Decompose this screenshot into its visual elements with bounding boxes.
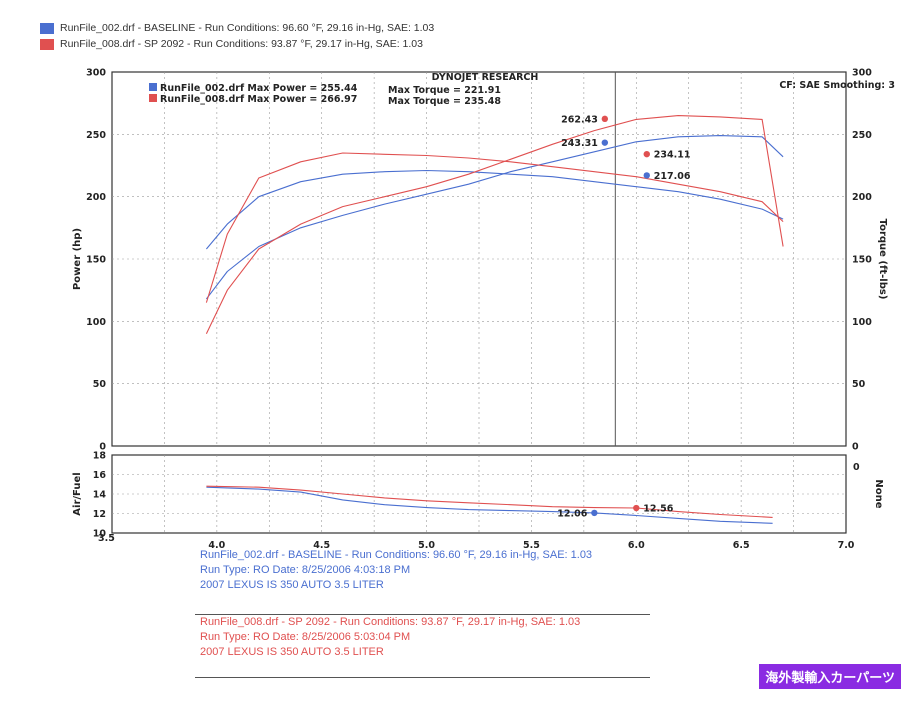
y-tick-label: 250 [86, 130, 106, 141]
legend-text: RunFile_002.drf - BASELINE - Run Conditi… [60, 22, 435, 34]
y2-tick-label: 100 [852, 317, 872, 328]
divider-rule [195, 614, 650, 615]
y2-tick-label: 0 [852, 442, 859, 453]
x-tick-label: 3.5 [98, 533, 115, 544]
x-tick-label: 4.5 [313, 540, 330, 551]
y2-axis-label: None [873, 479, 884, 508]
run-info-line: 2007 LEXUS IS 350 AUTO 3.5 LITER [200, 646, 384, 658]
data-point-label: 262.43 [561, 114, 598, 125]
data-point-marker [643, 172, 650, 179]
x-tick-label: 6.0 [628, 540, 645, 551]
y-tick-label: 300 [86, 68, 106, 79]
y-tick-label: 14 [93, 490, 107, 501]
x-tick-label: 5.5 [523, 540, 540, 551]
x-tick-label: 5.0 [418, 540, 435, 551]
x-tick-label: 7.0 [838, 540, 855, 551]
power-torque-panel: 0 50 100 150 200 250 300 0 50 100 150 200 250 300 Powe… [72, 68, 895, 474]
y-tick-label: 16 [93, 470, 107, 481]
data-point-label: 243.31 [561, 138, 598, 149]
data-point-marker [643, 150, 650, 158]
y-tick-label: 10 [93, 529, 107, 540]
run-info-line: RunFile_008.drf - SP 2092 - Run Conditio… [200, 616, 581, 628]
legend-swatch-blue [40, 22, 54, 34]
y2-tick-label: 200 [852, 192, 872, 203]
legend-text: RunFile_008.drf - SP 2092 - Run Conditio… [60, 38, 423, 50]
summary-torque: Max Torque = 235.48 [388, 96, 501, 107]
summary-power: RunFile_002.drf Max Power = 255.44 [160, 83, 358, 94]
legend-item-baseline: RunFile_002.drf - BASELINE - Run Conditi… [40, 20, 434, 36]
data-point-marker [591, 509, 598, 517]
summary-power: RunFile_008.drf Max Power = 266.97 [160, 94, 357, 105]
shop-badge: 海外製輸入カーパーツ [759, 664, 901, 689]
data-point-marker [633, 504, 640, 512]
y-tick-label: 12 [93, 509, 106, 520]
data-point-marker [601, 139, 609, 146]
air-fuel-panel: 10 12 14 16 18 Air/Fuel None 12.06 12.56 3.5 4.0 4.… [72, 451, 884, 552]
run-info-line: 2007 LEXUS IS 350 AUTO 3.5 LITER [200, 579, 384, 591]
y2-tick-label: 150 [852, 255, 872, 266]
summary-swatch [149, 83, 157, 91]
data-point-label: 234.11 [654, 150, 691, 161]
y2-zero-label: 0 [853, 462, 860, 473]
run-info-baseline: RunFile_002.drf - BASELINE - Run Conditi… [200, 548, 592, 593]
data-point-label: 12.06 [557, 508, 587, 519]
y-tick-label: 50 [93, 379, 107, 390]
legend-item-sp2092: RunFile_008.drf - SP 2092 - Run Conditio… [40, 36, 434, 52]
series-line-torque [205, 169, 784, 250]
run-info-sp2092: RunFile_008.drf - SP 2092 - Run Conditio… [200, 615, 592, 660]
run-info-line: Run Type: RO Date: 8/25/2006 4:03:18 PM [200, 564, 411, 576]
series-line-torque [205, 152, 784, 303]
y2-axis-label: Torque (ft-lbs) [877, 219, 888, 300]
run-info-line: Run Type: RO Date: 8/25/2006 5:03:04 PM [200, 631, 411, 643]
y2-tick-label: 250 [852, 130, 872, 141]
x-tick-label: 6.5 [733, 540, 750, 551]
series-line-afr [206, 485, 773, 518]
top-legend: RunFile_002.drf - BASELINE - Run Conditi… [40, 20, 434, 52]
run-info-line: RunFile_002.drf - BASELINE - Run Conditi… [200, 549, 593, 561]
y-axis-label: Air/Fuel [72, 472, 83, 515]
corner-note: CF: SAE Smoothing: 3 [779, 80, 895, 91]
y-tick-label: 18 [93, 451, 107, 462]
y2-tick-label: 50 [852, 379, 866, 390]
x-tick-label: 4.0 [208, 540, 225, 551]
y-axis-label: Power (hp) [72, 228, 83, 290]
data-point-label: 217.06 [654, 171, 691, 182]
y-tick-label: 0 [99, 442, 106, 453]
y2-tick-label: 300 [852, 68, 872, 79]
series-line-afr [206, 486, 773, 524]
y-tick-label: 200 [86, 192, 106, 203]
summary-swatch [149, 94, 157, 102]
y-tick-label: 150 [86, 255, 106, 266]
series-line-power [205, 115, 784, 335]
y-tick-label: 100 [86, 317, 106, 328]
divider-rule [195, 677, 650, 678]
chart-title: DYNOJET RESEARCH [432, 72, 539, 83]
data-point-marker [601, 115, 609, 123]
data-point-label: 12.56 [643, 504, 673, 515]
legend-swatch-red [40, 38, 54, 50]
summary-torque: Max Torque = 221.91 [388, 85, 501, 96]
run-info-block: RunFile_002.drf - BASELINE - Run Conditi… [200, 548, 592, 660]
